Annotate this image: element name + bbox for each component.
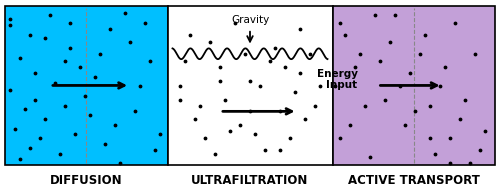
Bar (168, 6, 332, 165)
Bar (5, 6, 168, 165)
Text: Energy
Input: Energy Input (316, 69, 358, 90)
Text: ACTIVE TRANSPORT: ACTIVE TRANSPORT (348, 174, 480, 187)
Text: DIFFUSION: DIFFUSION (50, 174, 122, 187)
Bar (332, 6, 495, 165)
Text: ULTRAFILTRATION: ULTRAFILTRATION (192, 174, 308, 187)
Text: Gravity: Gravity (231, 15, 269, 25)
